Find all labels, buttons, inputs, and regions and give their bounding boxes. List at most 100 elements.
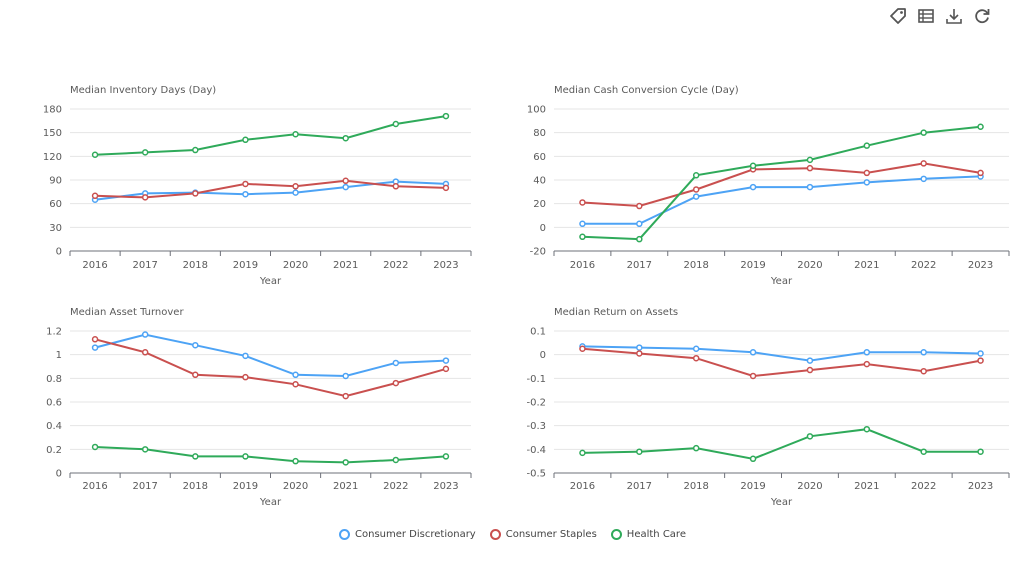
data-point[interactable] [392, 359, 400, 367]
data-point[interactable] [292, 381, 299, 388]
data-point[interactable] [392, 456, 400, 464]
data-point[interactable] [342, 392, 349, 400]
data-point[interactable] [692, 193, 700, 200]
data-point[interactable] [977, 357, 984, 364]
data-point[interactable] [141, 194, 149, 201]
data-point[interactable] [863, 360, 871, 368]
x-tick-label: 2021 [854, 260, 879, 271]
data-point[interactable] [392, 183, 400, 190]
data-point[interactable] [242, 453, 249, 460]
data-point[interactable] [806, 366, 814, 374]
data-point[interactable] [636, 235, 643, 243]
data-point[interactable] [91, 336, 99, 343]
data-point[interactable] [977, 448, 984, 455]
data-point[interactable] [920, 175, 927, 183]
data-point[interactable] [920, 367, 927, 375]
data-point[interactable] [242, 180, 249, 188]
data-point[interactable] [242, 352, 249, 360]
data-point[interactable] [579, 199, 586, 206]
data-point[interactable] [342, 183, 349, 191]
data-point[interactable] [342, 372, 349, 380]
data-point[interactable] [442, 453, 450, 460]
data-point[interactable] [192, 371, 199, 379]
data-point[interactable] [91, 344, 99, 351]
data-point[interactable] [636, 220, 643, 228]
data-point[interactable] [342, 459, 349, 466]
chart-title: Median Return on Assets [554, 307, 678, 318]
data-point[interactable] [192, 453, 199, 460]
legend-item-consumer-staples[interactable]: Consumer Staples [489, 529, 597, 540]
data-point[interactable] [863, 349, 871, 356]
data-point[interactable] [636, 350, 643, 357]
data-point[interactable] [692, 172, 700, 179]
data-point[interactable] [292, 189, 299, 196]
data-point[interactable] [806, 183, 814, 191]
data-point[interactable] [192, 190, 199, 197]
data-point[interactable] [579, 345, 586, 352]
data-point[interactable] [749, 455, 757, 463]
data-point[interactable] [749, 349, 757, 356]
data-point[interactable] [920, 129, 927, 136]
data-point[interactable] [863, 425, 871, 433]
data-point[interactable] [141, 446, 149, 453]
data-point[interactable] [141, 331, 149, 338]
x-axis-title: Year [770, 276, 793, 287]
data-point[interactable] [863, 169, 871, 177]
data-point[interactable] [392, 379, 400, 387]
table-icon[interactable] [916, 6, 936, 26]
data-point[interactable] [920, 349, 927, 356]
chart-title: Median Cash Conversion Cycle (Day) [554, 85, 739, 96]
data-point[interactable] [749, 183, 757, 191]
data-point[interactable] [863, 142, 871, 149]
data-point[interactable] [579, 233, 586, 241]
data-point[interactable] [91, 151, 99, 159]
data-point[interactable] [91, 443, 99, 451]
data-point[interactable] [292, 371, 299, 379]
data-point[interactable] [141, 349, 149, 356]
data-point[interactable] [749, 372, 757, 380]
data-point[interactable] [692, 354, 700, 362]
data-point[interactable] [692, 444, 700, 452]
data-point[interactable] [920, 448, 927, 455]
data-point[interactable] [977, 350, 984, 357]
data-point[interactable] [442, 184, 450, 192]
data-point[interactable] [292, 457, 299, 465]
data-point[interactable] [442, 112, 450, 120]
data-point[interactable] [579, 220, 586, 228]
data-point[interactable] [192, 146, 199, 154]
data-point[interactable] [442, 357, 450, 364]
data-point[interactable] [192, 341, 199, 349]
tag-icon[interactable] [888, 6, 908, 26]
data-point[interactable] [863, 179, 871, 186]
data-point[interactable] [91, 192, 99, 200]
data-point[interactable] [749, 162, 757, 170]
data-point[interactable] [806, 357, 814, 364]
data-point[interactable] [141, 149, 149, 156]
series-line-1 [582, 345, 981, 362]
data-point[interactable] [636, 202, 643, 210]
legend-item-consumer-discretionary[interactable]: Consumer Discretionary [339, 529, 476, 540]
data-point[interactable] [342, 177, 349, 185]
data-point[interactable] [806, 156, 814, 164]
data-point[interactable] [242, 190, 249, 198]
data-point[interactable] [806, 433, 814, 440]
download-icon[interactable] [944, 6, 964, 26]
data-point[interactable] [636, 448, 643, 455]
data-point[interactable] [579, 449, 586, 457]
data-point[interactable] [242, 136, 249, 144]
data-point[interactable] [692, 345, 700, 352]
data-point[interactable] [806, 164, 814, 172]
data-point[interactable] [392, 120, 400, 128]
data-point[interactable] [342, 134, 349, 142]
data-point[interactable] [636, 344, 643, 351]
data-point[interactable] [920, 160, 927, 167]
data-point[interactable] [292, 183, 299, 190]
data-point[interactable] [977, 169, 984, 177]
data-point[interactable] [242, 373, 249, 381]
data-point[interactable] [692, 186, 700, 193]
data-point[interactable] [977, 123, 984, 130]
legend-item-health-care[interactable]: Health Care [610, 529, 686, 540]
data-point[interactable] [442, 365, 450, 373]
data-point[interactable] [292, 130, 299, 138]
refresh-icon[interactable] [972, 6, 992, 26]
